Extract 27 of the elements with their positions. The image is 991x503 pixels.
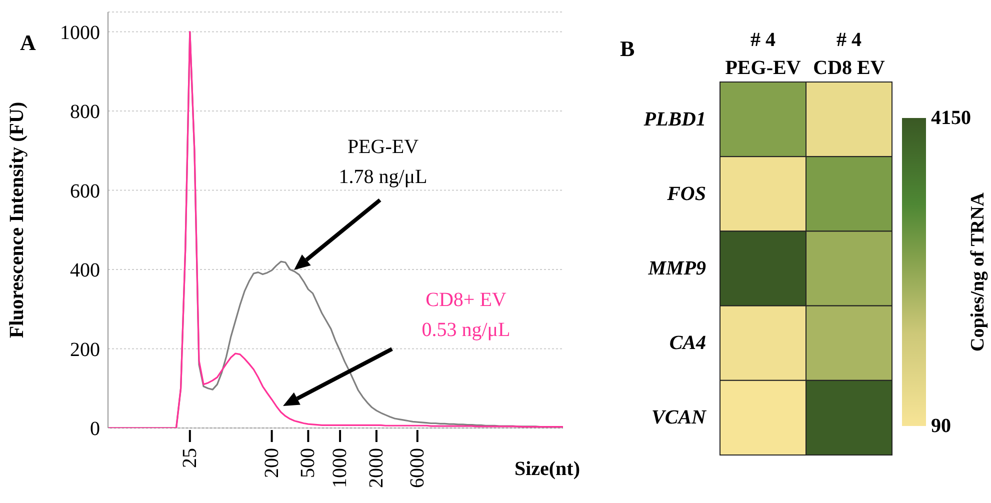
color-bar-title: Copies/ng of TRNA [968, 192, 988, 352]
y-axis-title: Fluorescence Intensity (FU) [6, 102, 28, 338]
color-bar-label: 4150 [931, 107, 971, 129]
y-tick-label: CA4 [669, 332, 706, 354]
x-tick-label: 2000 [365, 448, 388, 488]
x-tick-label: 1000 [329, 448, 352, 488]
y-tick-label: 0 [90, 418, 100, 440]
x-tick-label: 25 [178, 448, 201, 468]
y-tick-label: FOS [666, 182, 706, 205]
text: A [20, 30, 36, 56]
y-tick-label: 800 [70, 101, 100, 124]
x-tick-label: 200 [260, 448, 283, 478]
y-tick-label: MMP9 [647, 258, 706, 280]
chart-title: B [620, 36, 635, 61]
x-tick-label: # 4 PEG-EV [725, 29, 802, 79]
y-tick-label: 600 [70, 180, 100, 202]
annotation: CD8+ EV 0.53 ng/μL [422, 289, 510, 341]
x-axis-title: Size(nt) [514, 458, 580, 480]
x-tick-label: # 4 CD8 EV [813, 29, 886, 79]
x-tick-label: 6000 [406, 448, 428, 488]
y-tick-label: 200 [70, 338, 100, 361]
x-tick-label: 500 [297, 448, 320, 478]
y-tick-label: PLBD1 [642, 108, 706, 130]
color-bar-label: 90 [931, 415, 951, 437]
y-tick-label: 400 [70, 260, 100, 282]
annotation: PEG-EV 1.78 ng/μL [338, 136, 428, 188]
y-tick-label: VCAN [652, 406, 708, 429]
